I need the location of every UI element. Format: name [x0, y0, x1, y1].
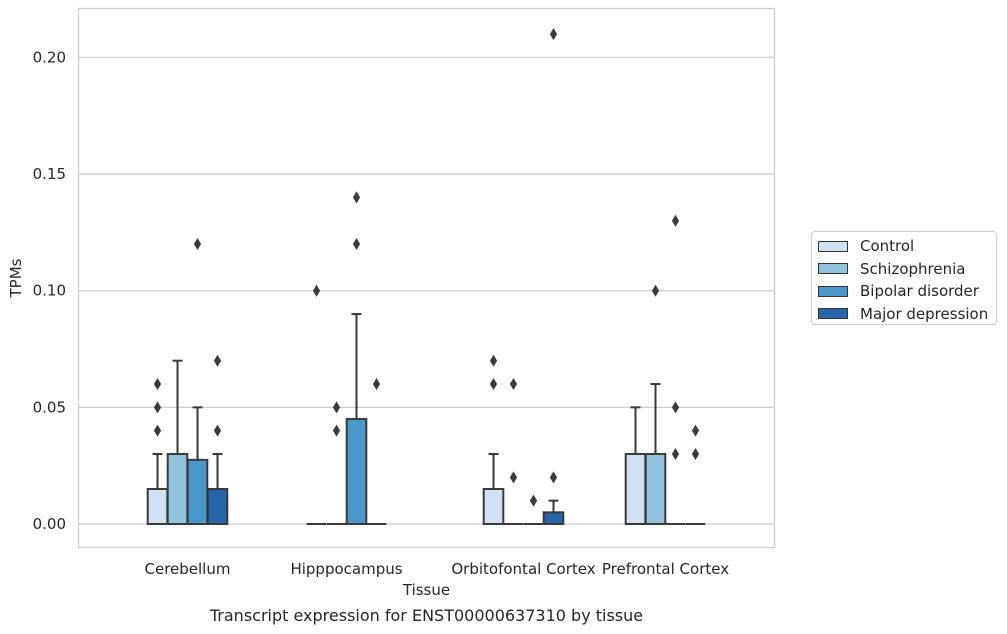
- legend-swatch: [818, 285, 848, 297]
- outlier-point: [549, 28, 558, 41]
- x-axis-ticks: Cerebellum Hipppocampus Orbitofontal Corte…: [145, 560, 730, 578]
- outlier-point: [691, 448, 700, 461]
- y-tick-label: 0.05: [33, 398, 66, 416]
- legend-item: Control: [818, 235, 996, 258]
- outlier-point: [671, 401, 680, 414]
- outlier-point: [352, 238, 361, 251]
- outlier-point: [153, 378, 162, 391]
- outlier-point: [651, 284, 660, 297]
- box: [542, 511, 565, 526]
- y-axis-label: TPMs: [7, 258, 25, 298]
- box-group: [206, 354, 229, 526]
- outlier-point: [213, 354, 222, 367]
- outlier-point: [489, 354, 498, 367]
- legend-item: Schizophrenia: [818, 258, 996, 281]
- outlier-point: [153, 401, 162, 414]
- box-group: [523, 494, 544, 525]
- legend-label: Major depression: [860, 304, 989, 323]
- outlier-point: [312, 284, 321, 297]
- figure-caption: Transcript expression for ENST0000063731…: [209, 606, 644, 625]
- legend-label: Control: [860, 237, 915, 256]
- x-axis-label: Tissue: [402, 581, 450, 599]
- box-group: [665, 214, 686, 525]
- x-tick-label: Hipppocampus: [290, 560, 402, 578]
- outlier-point: [671, 448, 680, 461]
- legend-item: Major depression: [818, 303, 996, 326]
- box-group: [146, 378, 169, 526]
- box-group: [306, 284, 327, 525]
- legend-swatch: [818, 240, 848, 252]
- legend-label: Schizophrenia: [860, 259, 966, 278]
- outlier-point: [489, 378, 498, 391]
- box: [146, 488, 169, 526]
- outlier-point: [509, 471, 518, 484]
- x-tick-label: Prefrontal Cortex: [602, 560, 729, 578]
- box-group: [345, 191, 368, 526]
- legend-label: Bipolar disorder: [860, 282, 979, 301]
- outlier-point: [691, 424, 700, 437]
- outlier-point: [509, 378, 518, 391]
- box-group: [482, 354, 505, 526]
- box-group: [685, 424, 706, 525]
- y-tick-label: 0.00: [33, 515, 66, 533]
- box: [206, 488, 229, 526]
- y-tick-label: 0.15: [33, 165, 66, 183]
- outlier-point: [213, 424, 222, 437]
- box: [644, 453, 667, 526]
- y-tick-label: 0.20: [33, 48, 66, 66]
- box: [186, 458, 209, 525]
- box: [345, 418, 368, 526]
- y-tick-label: 0.10: [33, 282, 66, 300]
- outlier-point: [372, 378, 381, 391]
- box: [166, 453, 189, 526]
- box-group: [542, 28, 565, 526]
- box-group: [366, 378, 387, 525]
- box-plot-marks: [146, 28, 706, 526]
- box-group: [186, 238, 209, 525]
- outlier-point: [529, 494, 538, 507]
- box-group: [326, 401, 347, 525]
- legend: Control Schizophrenia Bipolar disorder Majo…: [811, 231, 997, 325]
- box-group: [644, 284, 667, 526]
- outlier-point: [193, 238, 202, 251]
- outlier-point: [549, 471, 558, 484]
- outlier-point: [332, 424, 341, 437]
- x-tick-label: Orbitofontal Cortex: [451, 560, 595, 578]
- x-tick-label: Cerebellum: [145, 560, 231, 578]
- outlier-point: [352, 191, 361, 204]
- box: [624, 453, 647, 526]
- legend-swatch: [818, 263, 848, 275]
- outlier-point: [153, 424, 162, 437]
- legend-item: Bipolar disorder: [818, 280, 996, 303]
- outlier-point: [671, 214, 680, 227]
- box: [482, 488, 505, 526]
- box-group: [503, 378, 524, 525]
- plot-frame: [77, 7, 776, 549]
- outlier-point: [332, 401, 341, 414]
- box-group: [624, 406, 647, 526]
- y-axis-ticks: 0.00 0.05 0.10 0.15 0.20: [33, 48, 66, 533]
- box-group: [166, 359, 189, 526]
- legend-swatch: [818, 308, 848, 320]
